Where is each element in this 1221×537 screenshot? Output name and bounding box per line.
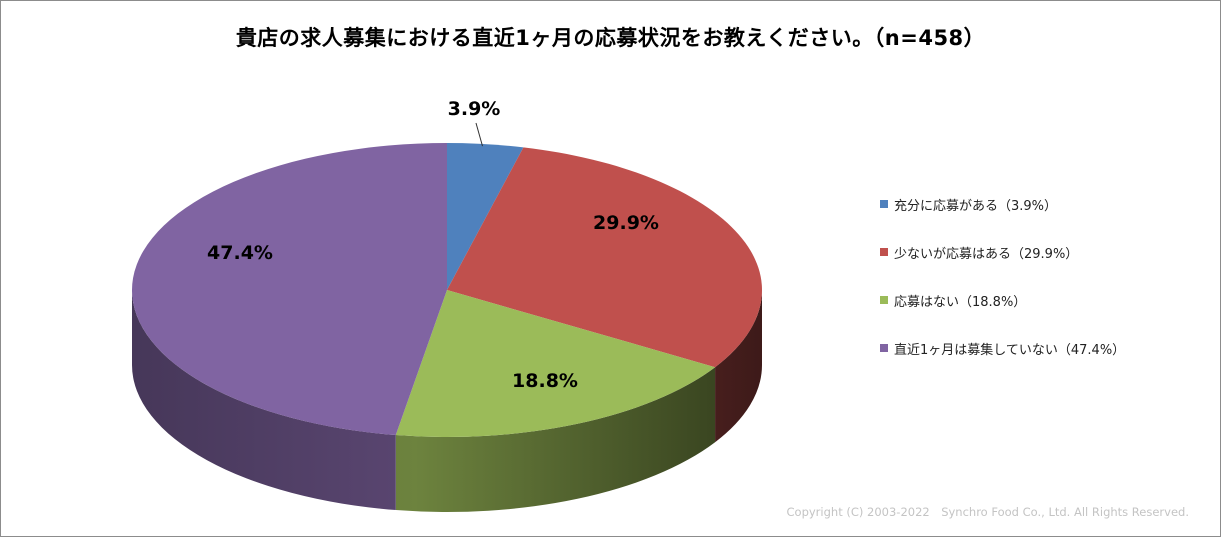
pie-slice-3 xyxy=(131,143,447,436)
legend-label: 充分に応募がある（3.9%） xyxy=(894,198,1058,214)
chart-legend: 充分に応募がある（3.9%） 少ないが応募はある（29.9%） 応募はない（18… xyxy=(880,196,1125,388)
legend-item-few: 少ないが応募はある（29.9%） xyxy=(880,244,1125,262)
legend-label: 直近1ヶ月は募集していない（47.4%） xyxy=(894,342,1126,358)
legend-swatch xyxy=(880,344,888,352)
legend-swatch xyxy=(880,248,888,256)
data-label-2: 18.8% xyxy=(512,370,578,392)
data-label-3: 47.4% xyxy=(207,242,273,264)
pie-side-1 xyxy=(715,290,762,443)
pie-slice-0 xyxy=(447,143,524,290)
legend-label: 少ないが応募はある（29.9%） xyxy=(894,246,1079,262)
pie-slice-1 xyxy=(447,147,762,368)
legend-item-not-recruiting: 直近1ヶ月は募集していない（47.4%） xyxy=(880,340,1126,358)
label-leader-line xyxy=(475,122,483,147)
legend-label: 応募はない（18.8%） xyxy=(894,294,1027,310)
pie-side-3 xyxy=(132,290,396,511)
chart-title: 貴店の求人募集における直近1ヶ月の応募状況をお教えください。（n=458） xyxy=(235,26,986,50)
legend-item-none: 応募はない（18.8%） xyxy=(880,292,1125,310)
pie-slice-2 xyxy=(395,290,716,437)
pie-side-2 xyxy=(395,367,716,512)
data-label-0: 3.9% xyxy=(448,98,501,120)
legend-swatch xyxy=(880,200,888,208)
copyright-notice: Copyright (C) 2003-2022 Synchro Food Co.… xyxy=(786,505,1189,519)
legend-swatch xyxy=(880,296,888,304)
data-label-1: 29.9% xyxy=(593,212,659,234)
legend-item-plenty: 充分に応募がある（3.9%） xyxy=(880,196,1125,214)
